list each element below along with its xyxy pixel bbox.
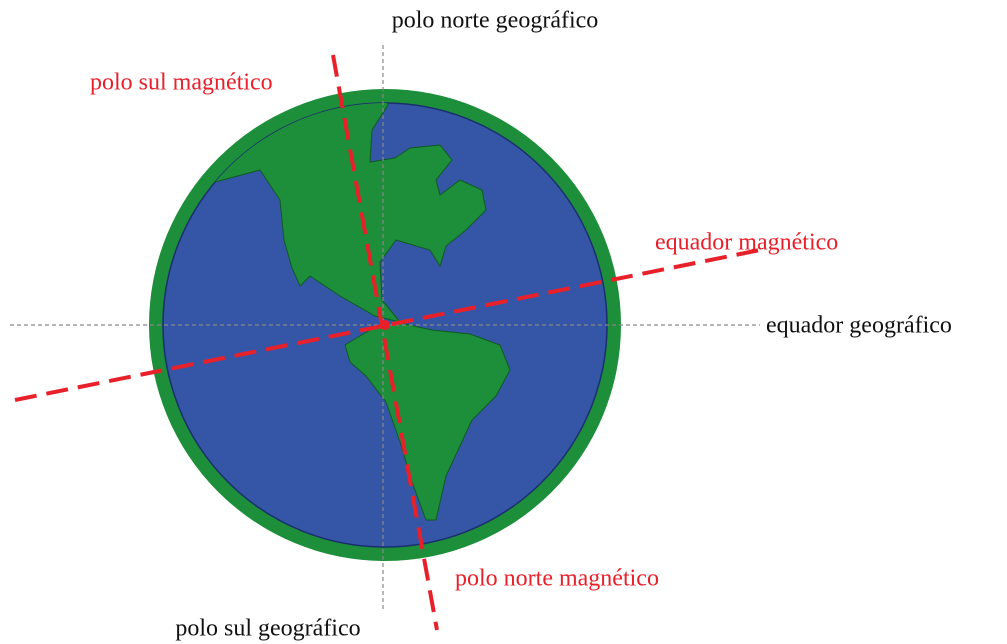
south-america	[344, 322, 511, 521]
label: polo sul geográfico	[175, 616, 360, 642]
label: polo norte magnético	[455, 566, 659, 592]
magnetic-axis-line	[331, 54, 439, 631]
label: polo norte geográfico	[392, 8, 599, 34]
label: polo sul magnético	[90, 70, 273, 96]
label: equador geográfico	[766, 313, 952, 339]
center-point	[380, 320, 390, 330]
label: equador magnético	[655, 230, 838, 256]
